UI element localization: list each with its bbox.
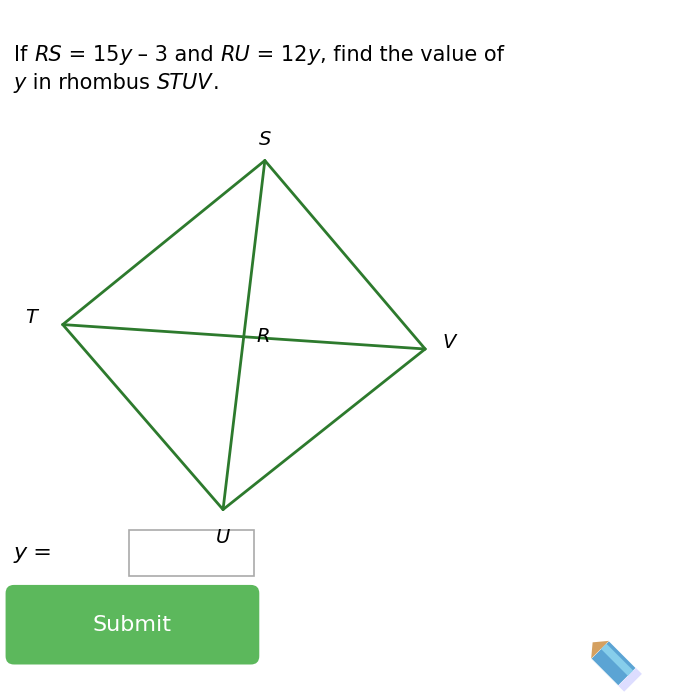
Text: = 12: = 12 xyxy=(250,45,308,66)
Text: If: If xyxy=(14,45,34,66)
Text: – 3 and: – 3 and xyxy=(132,45,221,66)
Polygon shape xyxy=(601,644,634,676)
Text: T: T xyxy=(25,308,38,327)
Polygon shape xyxy=(591,641,609,659)
Text: STUV: STUV xyxy=(157,73,213,94)
Text: , find the value of: , find the value of xyxy=(320,45,504,66)
Text: RU: RU xyxy=(221,45,250,66)
Text: V: V xyxy=(443,332,457,352)
Text: U: U xyxy=(216,528,230,547)
Text: Submit: Submit xyxy=(93,615,172,634)
Polygon shape xyxy=(591,641,636,685)
Text: S: S xyxy=(259,130,271,149)
Text: y: y xyxy=(308,45,320,66)
Polygon shape xyxy=(618,668,642,692)
Text: y: y xyxy=(14,73,26,94)
Text: RS: RS xyxy=(34,45,62,66)
Text: in rhombus: in rhombus xyxy=(26,73,157,94)
Text: .: . xyxy=(213,73,219,94)
FancyBboxPatch shape xyxy=(6,585,259,664)
Text: R: R xyxy=(256,327,270,346)
FancyBboxPatch shape xyxy=(129,530,254,576)
Text: = 15: = 15 xyxy=(62,45,119,66)
Text: y: y xyxy=(119,45,132,66)
Text: y =: y = xyxy=(14,543,53,563)
